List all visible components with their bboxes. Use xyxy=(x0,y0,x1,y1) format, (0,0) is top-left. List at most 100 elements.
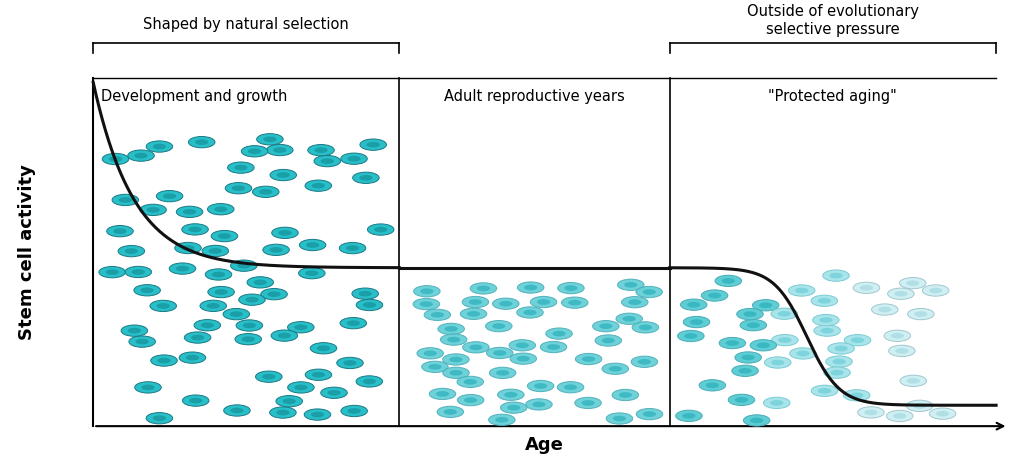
Circle shape xyxy=(341,153,367,164)
Circle shape xyxy=(320,158,333,164)
Circle shape xyxy=(299,267,325,279)
Circle shape xyxy=(518,282,544,293)
Circle shape xyxy=(638,325,652,330)
Circle shape xyxy=(308,145,335,156)
Circle shape xyxy=(913,403,926,409)
Circle shape xyxy=(735,352,761,363)
Circle shape xyxy=(282,398,296,404)
Circle shape xyxy=(356,299,383,311)
Circle shape xyxy=(261,289,287,300)
Circle shape xyxy=(312,372,325,377)
Circle shape xyxy=(194,320,221,331)
Circle shape xyxy=(835,346,848,351)
Circle shape xyxy=(235,333,262,345)
Circle shape xyxy=(811,385,838,397)
Circle shape xyxy=(888,288,915,300)
Circle shape xyxy=(340,242,366,254)
Circle shape xyxy=(864,409,878,415)
Circle shape xyxy=(295,324,308,330)
Circle shape xyxy=(618,279,644,290)
Circle shape xyxy=(894,291,907,297)
Circle shape xyxy=(314,147,327,153)
Circle shape xyxy=(680,299,707,311)
Circle shape xyxy=(524,285,537,290)
Circle shape xyxy=(146,207,160,213)
Circle shape xyxy=(831,370,844,376)
Circle shape xyxy=(119,197,132,203)
Circle shape xyxy=(492,323,505,329)
Circle shape xyxy=(789,285,815,296)
Circle shape xyxy=(915,311,928,317)
Circle shape xyxy=(470,344,483,350)
Circle shape xyxy=(565,285,578,291)
Circle shape xyxy=(819,317,833,323)
Circle shape xyxy=(744,311,757,317)
Circle shape xyxy=(575,397,602,409)
Circle shape xyxy=(642,411,656,417)
Circle shape xyxy=(466,311,480,316)
Circle shape xyxy=(595,335,622,346)
Circle shape xyxy=(189,398,203,403)
Circle shape xyxy=(125,248,138,254)
Circle shape xyxy=(214,207,227,212)
Circle shape xyxy=(487,347,513,359)
Circle shape xyxy=(346,245,359,251)
Circle shape xyxy=(684,333,698,339)
Circle shape xyxy=(757,343,770,348)
Circle shape xyxy=(558,382,584,393)
Circle shape xyxy=(429,364,442,370)
Circle shape xyxy=(169,263,195,274)
Circle shape xyxy=(524,310,537,315)
Circle shape xyxy=(106,225,133,237)
Circle shape xyxy=(269,247,282,253)
Circle shape xyxy=(141,385,154,390)
Circle shape xyxy=(471,283,497,294)
Circle shape xyxy=(715,275,742,287)
Circle shape xyxy=(352,288,379,300)
Circle shape xyxy=(121,325,147,336)
Circle shape xyxy=(253,186,279,197)
Circle shape xyxy=(262,374,275,380)
Circle shape xyxy=(227,162,254,173)
Circle shape xyxy=(188,227,202,232)
Circle shape xyxy=(179,352,206,363)
Circle shape xyxy=(844,334,871,346)
Circle shape xyxy=(278,230,292,236)
Circle shape xyxy=(622,296,648,308)
Circle shape xyxy=(132,269,145,275)
Circle shape xyxy=(859,285,873,291)
Circle shape xyxy=(311,412,324,417)
Circle shape xyxy=(246,297,259,303)
Circle shape xyxy=(893,413,906,419)
Circle shape xyxy=(287,382,314,393)
Circle shape xyxy=(157,303,170,309)
Circle shape xyxy=(276,172,290,178)
Circle shape xyxy=(236,320,263,331)
Circle shape xyxy=(817,388,831,393)
Circle shape xyxy=(464,397,478,403)
Circle shape xyxy=(337,357,363,369)
Text: Adult reproductive years: Adult reproductive years xyxy=(444,89,625,104)
Circle shape xyxy=(779,337,792,343)
Circle shape xyxy=(140,288,153,293)
Circle shape xyxy=(682,413,696,419)
Circle shape xyxy=(546,328,572,339)
Circle shape xyxy=(158,358,171,363)
Circle shape xyxy=(209,248,222,254)
Circle shape xyxy=(683,316,710,328)
Circle shape xyxy=(230,260,257,271)
Circle shape xyxy=(207,303,220,309)
Circle shape xyxy=(199,300,226,311)
Circle shape xyxy=(907,308,934,320)
Circle shape xyxy=(353,172,380,184)
Circle shape xyxy=(602,363,628,374)
Circle shape xyxy=(822,270,849,281)
Circle shape xyxy=(936,411,949,416)
Circle shape xyxy=(367,224,394,235)
Circle shape xyxy=(360,139,387,150)
Circle shape xyxy=(540,341,567,353)
Circle shape xyxy=(516,343,529,348)
Circle shape xyxy=(441,334,466,345)
Circle shape xyxy=(887,410,913,422)
Circle shape xyxy=(534,383,547,389)
